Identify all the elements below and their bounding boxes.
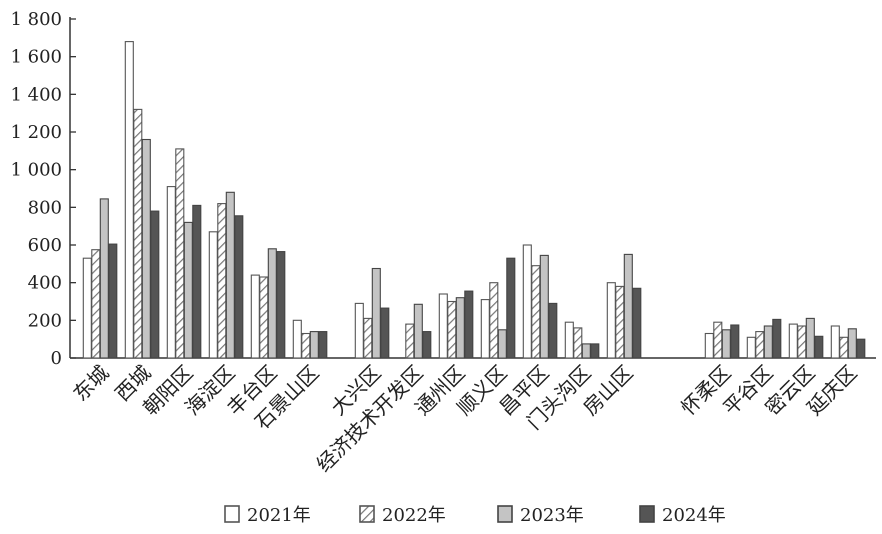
bar-3-10 (497, 329, 507, 359)
category-label: 东城 (68, 361, 113, 406)
bar-1-3 (166, 186, 176, 359)
bar-3-2 (141, 138, 151, 359)
bar-2-11 (531, 265, 541, 359)
bar-2-17 (839, 336, 849, 359)
bar-2-7 (363, 317, 373, 359)
bar-1-5 (250, 274, 260, 359)
bar-4-17 (856, 338, 866, 359)
bar-2-2 (133, 108, 143, 359)
legend-item: 2024年 (639, 505, 726, 526)
bar-4-1 (108, 243, 118, 359)
y-tick-label: 1 200 (10, 122, 62, 143)
bar-4-16 (814, 335, 824, 359)
bar-1-15 (746, 336, 756, 359)
bar-3-1 (99, 198, 109, 359)
bar-3-13 (623, 253, 633, 359)
bar-4-6 (318, 331, 328, 359)
bar-3-17 (847, 328, 857, 359)
legend-item: 2021年 (224, 505, 311, 526)
axes: 0 200 400 600 800 1 000 1 200 1 400 1 600 1 800 (10, 9, 876, 369)
legend-swatch (639, 505, 655, 523)
bar-3-15 (763, 325, 773, 359)
legend-label: 2023年 (520, 505, 584, 526)
bar-3-9 (455, 297, 465, 359)
bar-4-2 (150, 210, 160, 359)
bar-3-5 (267, 248, 277, 359)
bar-2-3 (175, 148, 185, 359)
bar-3-3 (183, 221, 193, 359)
bar-2-4 (217, 203, 227, 359)
bar-4-3 (192, 204, 202, 359)
bar-4-5 (276, 251, 286, 359)
bar-2-9 (447, 300, 457, 359)
bar-1-16 (788, 323, 798, 359)
legend-label: 2024年 (662, 505, 726, 526)
bar-2-10 (489, 282, 499, 359)
bar-1-10 (480, 299, 490, 359)
y-tick-label: 1 800 (10, 9, 62, 30)
bar-4-15 (772, 318, 782, 359)
bar-4-7 (380, 307, 390, 359)
bar-3-8 (413, 303, 423, 359)
bar-3-6 (309, 331, 319, 359)
y-tick-label: 400 (28, 273, 62, 294)
bar-3-4 (225, 191, 235, 359)
y-tick-label: 200 (28, 310, 62, 331)
bar-1-17 (830, 325, 840, 359)
y-tick-label: 600 (28, 235, 62, 256)
bars (82, 41, 866, 359)
y-tick-label: 1 600 (10, 47, 62, 68)
bar-1-7 (354, 302, 364, 359)
legend-item: 2023年 (497, 505, 584, 526)
bar-1-4 (208, 231, 218, 359)
legend-swatch (224, 505, 240, 523)
y-tick-label: 1 400 (10, 84, 62, 105)
bar-4-9 (464, 290, 474, 359)
bar-1-2 (124, 41, 134, 359)
bar-1-9 (438, 293, 448, 359)
bar-3-11 (539, 254, 549, 359)
bar-4-14 (730, 324, 740, 359)
bar-4-12 (590, 343, 600, 359)
bar-2-6 (301, 332, 311, 359)
legend-label: 2022年 (382, 505, 446, 526)
bar-3-12 (581, 343, 591, 359)
bar-2-5 (259, 276, 269, 359)
bar-1-6 (292, 319, 302, 359)
y-tick-label: 0 (51, 348, 62, 369)
bar-2-1 (91, 249, 101, 359)
legend: 2021年 2022年 2023年 2024年 (224, 505, 726, 526)
bar-4-13 (632, 287, 642, 359)
bar-1-14 (704, 332, 714, 359)
bar-4-10 (506, 257, 516, 359)
y-tick-label: 1 000 (10, 160, 62, 181)
bar-1-13 (606, 282, 616, 359)
legend-swatch (359, 505, 375, 523)
bar-2-8 (405, 323, 415, 359)
bar-2-15 (755, 331, 765, 359)
bar-3-16 (805, 317, 815, 359)
bar-4-8 (422, 331, 432, 359)
bar-1-11 (522, 244, 532, 359)
bar-2-12 (573, 327, 583, 359)
legend-item: 2022年 (359, 505, 446, 526)
legend-label: 2021年 (247, 505, 311, 526)
bar-2-13 (615, 285, 625, 359)
bar-4-11 (548, 302, 558, 359)
bar-3-14 (721, 329, 731, 359)
bar-1-12 (564, 321, 574, 359)
y-tick-label: 800 (28, 197, 62, 218)
bar-4-4 (234, 215, 244, 359)
bar-2-16 (797, 325, 807, 359)
bar-3-7 (371, 267, 381, 359)
legend-swatch (497, 505, 513, 523)
bar-1-1 (82, 257, 92, 359)
bar-2-14 (713, 321, 723, 359)
